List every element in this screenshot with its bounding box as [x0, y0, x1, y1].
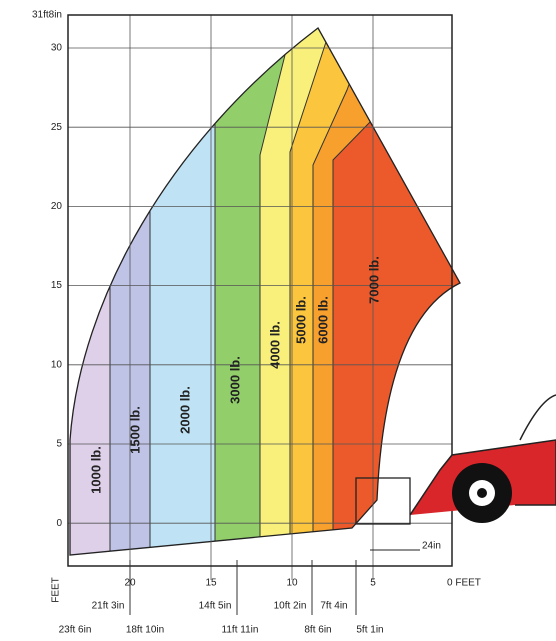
dim-label: 8ft 6in [304, 625, 331, 636]
zone-label: 1500 lb. [127, 406, 142, 454]
zone-label: 7000 lb. [366, 256, 381, 304]
dim-label: 7ft 4in [320, 601, 347, 612]
zone-label: 6000 lb. [315, 296, 330, 344]
dim-label: 10ft 2in [274, 601, 307, 612]
x-tick-label: 10 [286, 578, 298, 589]
x-tick-label: 15 [205, 578, 217, 589]
y-tick-label: 30 [51, 43, 63, 54]
clearance-label: 24in [422, 541, 441, 552]
y-top-label: 31ft8in [32, 10, 62, 21]
dim-label: 5ft 1in [356, 625, 383, 636]
load-chart: 31ft8in302520151050FEET20151050 FEET1000… [0, 0, 556, 641]
hub-center [477, 488, 487, 498]
dim-label: 21ft 3in [92, 601, 125, 612]
zone-label: 1000 lb. [88, 446, 103, 494]
dim-label: 18ft 10in [126, 625, 164, 636]
y-tick-label: 0 [56, 518, 62, 529]
x-tick-label: 5 [370, 578, 376, 589]
dim-label: 23ft 6in [59, 625, 92, 636]
dim-label: 14ft 5in [199, 601, 232, 612]
y-tick-label: 15 [51, 280, 63, 291]
y-tick-label: 20 [51, 201, 63, 212]
zone-label: 4000 lb. [267, 321, 282, 369]
dim-label: 11ft 11in [222, 625, 259, 636]
y-unit: FEET [51, 577, 62, 603]
zone-label: 5000 lb. [293, 296, 308, 344]
x-end-label: 0 FEET [447, 578, 481, 589]
machine [356, 395, 556, 550]
cab [520, 395, 556, 440]
y-tick-label: 5 [56, 439, 62, 450]
y-tick-label: 10 [51, 359, 63, 370]
y-tick-label: 25 [51, 122, 63, 133]
page: {"y_axis": {"top_label": "31ft8in", "tic… [0, 0, 556, 641]
zone-7000 [333, 120, 556, 600]
zone-label: 3000 lb. [227, 356, 242, 404]
zone-label: 2000 lb. [177, 386, 192, 434]
